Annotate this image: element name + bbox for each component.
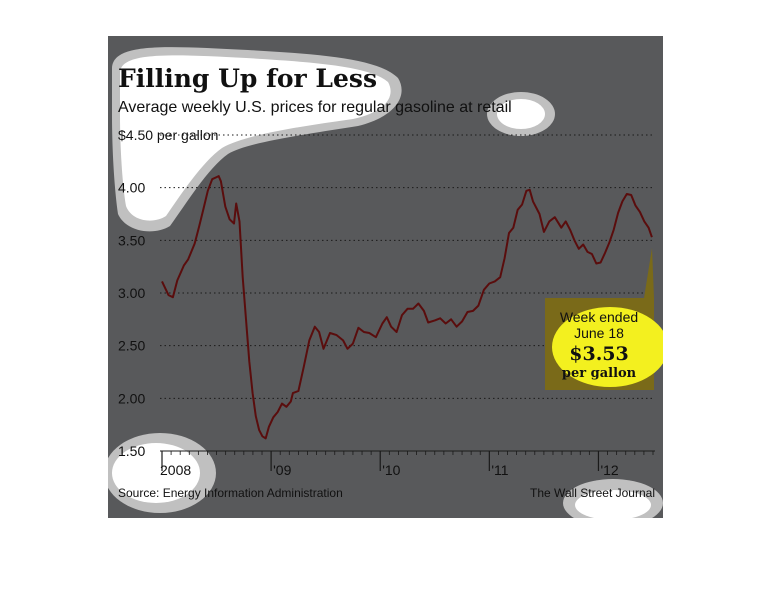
callout-pointer	[644, 248, 654, 298]
gridlines	[160, 134, 655, 399]
price-line	[161, 175, 653, 440]
chart-subtitle: Average weekly U.S. prices for regular g…	[118, 99, 512, 116]
x-tick-label: '11	[491, 462, 508, 478]
y-tick-label: 2.00	[118, 390, 145, 406]
y-tick-label: 3.50	[118, 232, 145, 248]
callout-date: June 18	[574, 325, 624, 341]
y-tick-label: 1.50	[118, 443, 145, 459]
callout-week-ended: Week ended	[560, 309, 638, 325]
source-note: Source: Energy Information Administratio…	[118, 486, 343, 500]
x-tick-label: 2008	[160, 462, 191, 478]
title-highlight-blob-inner	[120, 55, 391, 221]
x-tick-label: '09	[273, 462, 291, 478]
y-tick-label: 3.00	[118, 285, 145, 301]
x-tick-label: '10	[382, 462, 400, 478]
gas-price-chart: Filling Up for Less Average weekly U.S. …	[108, 47, 663, 518]
chart-title: Filling Up for Less	[118, 64, 377, 93]
y-tick-label: 4.00	[118, 180, 145, 196]
bottom-left-blob-inner	[112, 443, 200, 503]
y-axis-labels: $4.50 per gallon 4.00 3.50 3.00 2.50 2.00 1.50	[118, 127, 218, 459]
callout-unit: per gallon	[562, 366, 637, 381]
subtitle-end-blob-inner	[497, 99, 545, 129]
credit-note: The Wall Street Journal	[530, 486, 655, 500]
callout-highlight	[552, 307, 663, 387]
x-axis: 2008 '09 '10 '11 '12	[160, 450, 655, 478]
bottom-right-blob-inner	[575, 490, 651, 518]
chart-panel: Filling Up for Less Average weekly U.S. …	[108, 36, 663, 518]
x-tick-label: '12	[600, 462, 618, 478]
y-tick-label: $4.50 per gallon	[118, 127, 218, 143]
y-tick-label: 2.50	[118, 338, 145, 354]
callout-value: $3.53	[569, 343, 629, 365]
